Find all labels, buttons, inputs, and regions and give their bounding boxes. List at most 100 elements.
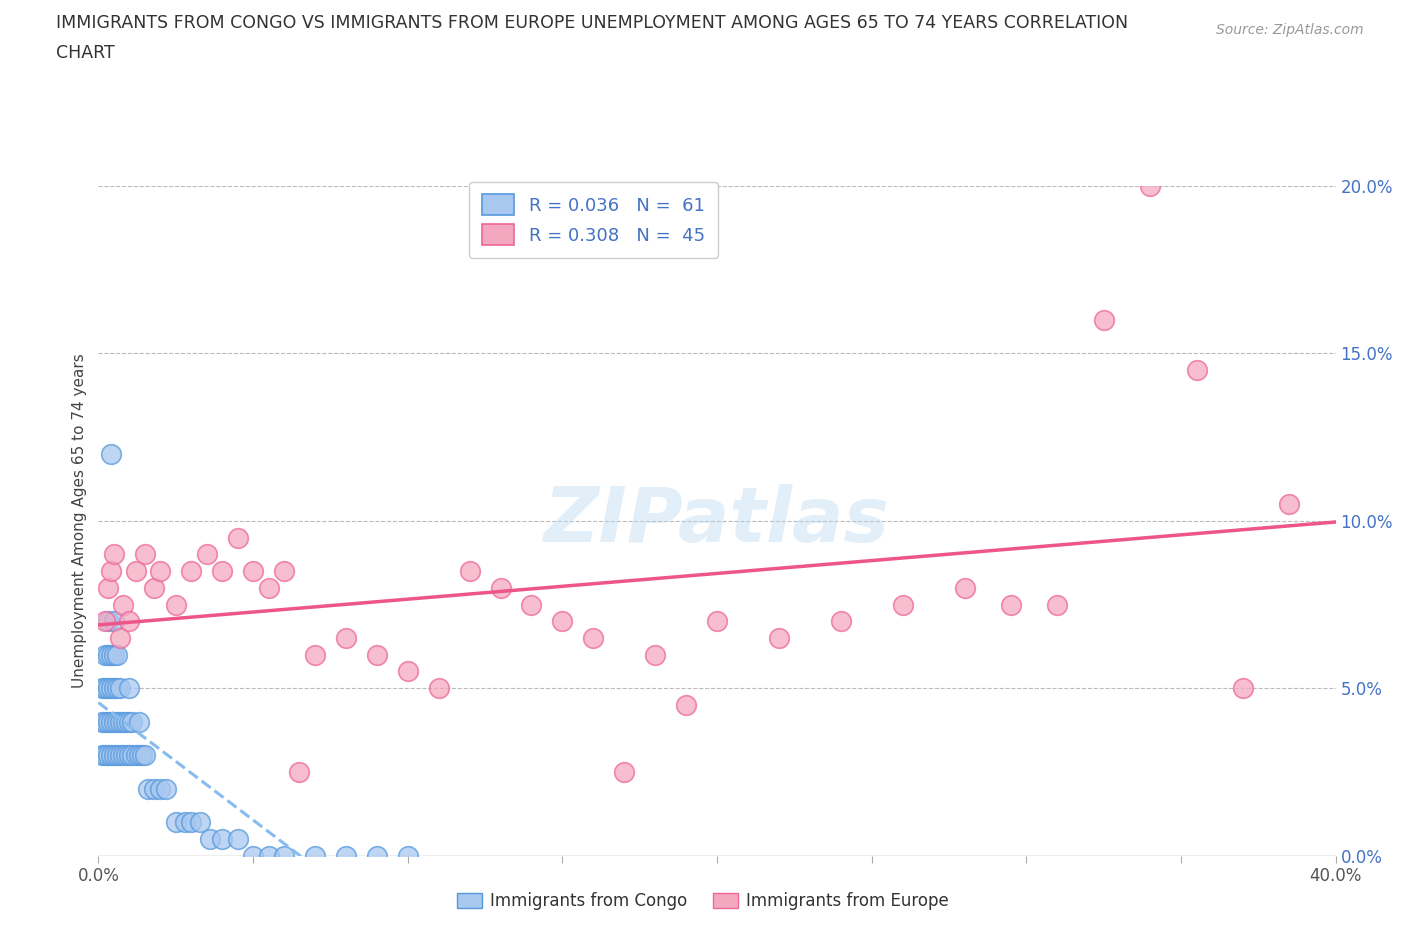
Point bbox=[644, 647, 666, 662]
Point bbox=[97, 580, 120, 595]
Point bbox=[121, 714, 143, 729]
Point bbox=[93, 647, 115, 662]
Point bbox=[706, 614, 728, 629]
Point bbox=[366, 647, 388, 662]
Point bbox=[97, 714, 120, 729]
Point bbox=[100, 446, 122, 461]
Point bbox=[100, 714, 122, 729]
Point bbox=[551, 614, 574, 629]
Point bbox=[118, 714, 141, 729]
Point bbox=[174, 815, 197, 830]
Text: IMMIGRANTS FROM CONGO VS IMMIGRANTS FROM EUROPE UNEMPLOYMENT AMONG AGES 65 TO 74: IMMIGRANTS FROM CONGO VS IMMIGRANTS FROM… bbox=[56, 14, 1129, 32]
Point bbox=[288, 764, 311, 779]
Legend: Immigrants from Congo, Immigrants from Europe: Immigrants from Congo, Immigrants from E… bbox=[450, 885, 956, 917]
Point bbox=[165, 815, 187, 830]
Point bbox=[149, 564, 172, 578]
Text: Source: ZipAtlas.com: Source: ZipAtlas.com bbox=[1216, 23, 1364, 37]
Point bbox=[180, 564, 202, 578]
Point bbox=[1092, 312, 1115, 327]
Point bbox=[100, 681, 122, 696]
Point bbox=[257, 580, 280, 595]
Point bbox=[97, 614, 120, 629]
Point bbox=[520, 597, 543, 612]
Point bbox=[97, 647, 120, 662]
Point bbox=[124, 748, 146, 763]
Point bbox=[100, 647, 122, 662]
Point bbox=[108, 681, 131, 696]
Point bbox=[112, 597, 135, 612]
Point bbox=[103, 681, 125, 696]
Point bbox=[143, 781, 166, 796]
Point bbox=[304, 848, 326, 863]
Point bbox=[1278, 497, 1301, 512]
Point bbox=[226, 831, 249, 846]
Point bbox=[257, 848, 280, 863]
Point bbox=[366, 848, 388, 863]
Point bbox=[100, 748, 122, 763]
Point bbox=[115, 714, 138, 729]
Point bbox=[242, 848, 264, 863]
Point bbox=[118, 748, 141, 763]
Point bbox=[103, 714, 125, 729]
Point bbox=[165, 597, 187, 612]
Point bbox=[891, 597, 914, 612]
Point bbox=[121, 748, 143, 763]
Point bbox=[1000, 597, 1022, 612]
Text: CHART: CHART bbox=[56, 44, 115, 61]
Point bbox=[136, 781, 159, 796]
Point bbox=[143, 580, 166, 595]
Point bbox=[582, 631, 605, 645]
Point bbox=[108, 748, 131, 763]
Point bbox=[396, 848, 419, 863]
Point bbox=[93, 681, 115, 696]
Point bbox=[131, 748, 153, 763]
Point bbox=[112, 748, 135, 763]
Point bbox=[90, 714, 112, 729]
Point bbox=[242, 564, 264, 578]
Point bbox=[211, 564, 233, 578]
Point bbox=[108, 631, 131, 645]
Point bbox=[149, 781, 172, 796]
Point bbox=[1185, 363, 1208, 378]
Point bbox=[105, 647, 128, 662]
Point bbox=[97, 681, 120, 696]
Point bbox=[304, 647, 326, 662]
Point bbox=[427, 681, 450, 696]
Point bbox=[105, 681, 128, 696]
Point bbox=[118, 614, 141, 629]
Point bbox=[458, 564, 481, 578]
Legend: R = 0.036   N =  61, R = 0.308   N =  45: R = 0.036 N = 61, R = 0.308 N = 45 bbox=[470, 181, 717, 258]
Point bbox=[93, 748, 115, 763]
Point bbox=[198, 831, 221, 846]
Point bbox=[93, 614, 115, 629]
Y-axis label: Unemployment Among Ages 65 to 74 years: Unemployment Among Ages 65 to 74 years bbox=[72, 353, 87, 688]
Point bbox=[675, 698, 697, 712]
Point bbox=[273, 564, 295, 578]
Point bbox=[105, 714, 128, 729]
Point bbox=[93, 714, 115, 729]
Point bbox=[226, 530, 249, 545]
Point bbox=[768, 631, 790, 645]
Point bbox=[97, 748, 120, 763]
Point bbox=[112, 714, 135, 729]
Point bbox=[90, 748, 112, 763]
Point bbox=[830, 614, 852, 629]
Point bbox=[103, 614, 125, 629]
Point bbox=[103, 547, 125, 562]
Point bbox=[124, 564, 146, 578]
Point bbox=[180, 815, 202, 830]
Point bbox=[335, 631, 357, 645]
Point bbox=[90, 681, 112, 696]
Point bbox=[115, 748, 138, 763]
Point bbox=[128, 714, 150, 729]
Point bbox=[105, 748, 128, 763]
Point bbox=[1232, 681, 1254, 696]
Point bbox=[190, 815, 212, 830]
Point bbox=[1046, 597, 1069, 612]
Point bbox=[211, 831, 233, 846]
Point bbox=[155, 781, 177, 796]
Point bbox=[128, 748, 150, 763]
Point bbox=[1139, 179, 1161, 193]
Point bbox=[108, 714, 131, 729]
Point bbox=[273, 848, 295, 863]
